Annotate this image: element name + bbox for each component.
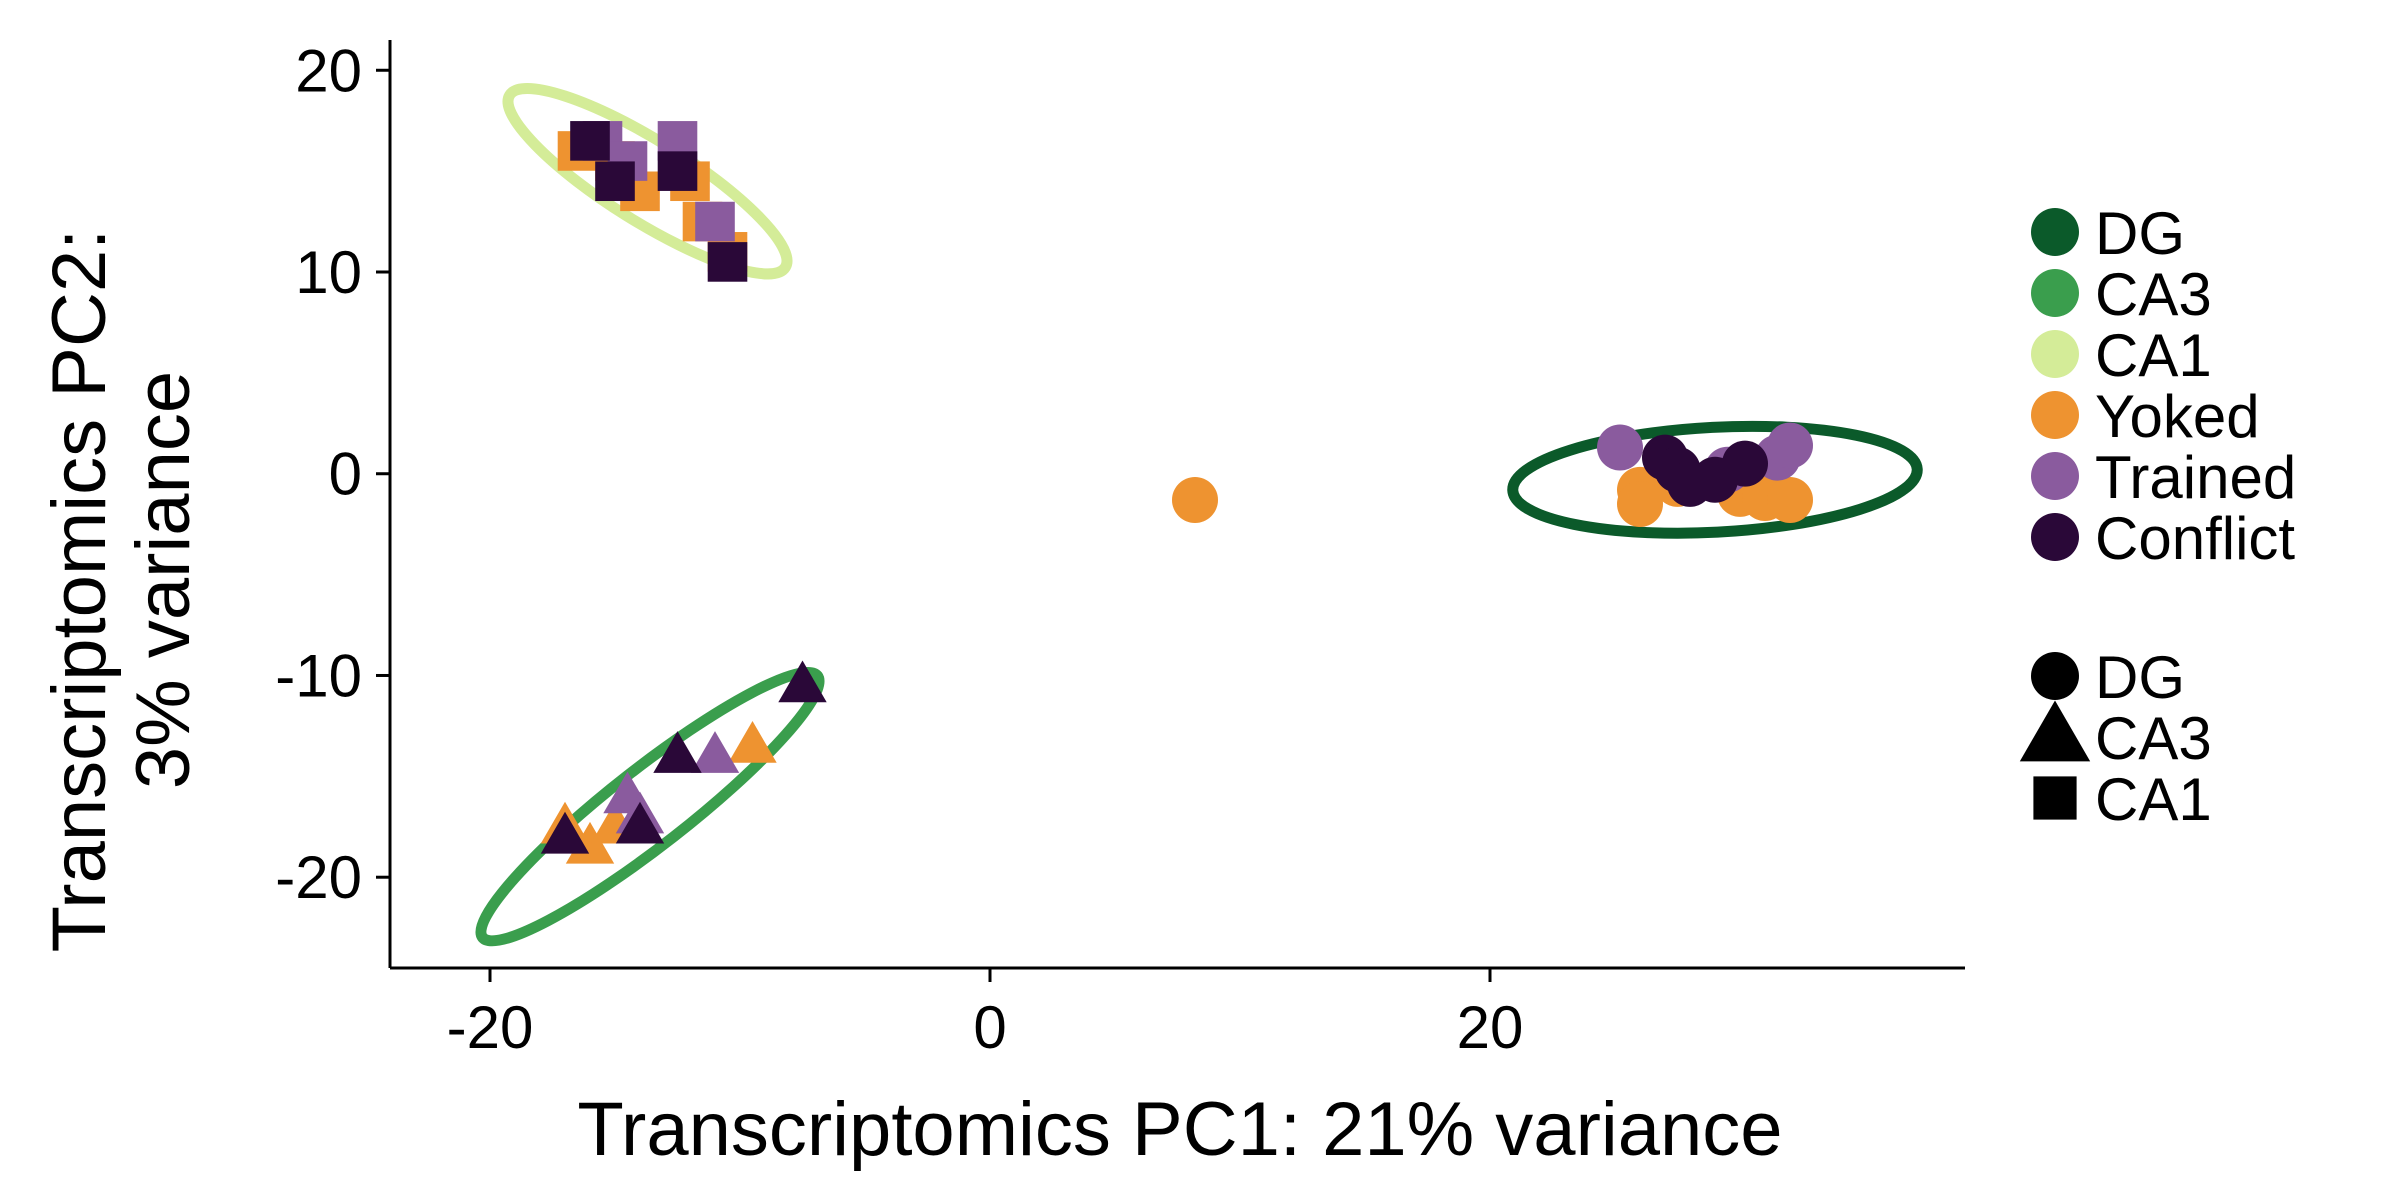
legend-color-swatch xyxy=(2031,269,2079,317)
y-tick-label: -20 xyxy=(275,844,362,911)
x-tick-label: 0 xyxy=(973,994,1006,1061)
x-ticks: -20 0 20 xyxy=(447,968,1524,1061)
data-point-ca3-conflict xyxy=(540,811,590,854)
data-point-ca3-conflict xyxy=(615,801,665,844)
x-tick-label: 20 xyxy=(1457,994,1524,1061)
legend-color-label: Trained xyxy=(2095,444,2296,511)
data-point-dg-yoked xyxy=(1767,476,1813,523)
legend-shape-label: CA1 xyxy=(2095,766,2212,833)
y-ticks: 20 10 0 -10 -20 xyxy=(275,37,390,911)
data-point-ca3-conflict xyxy=(653,731,702,773)
data-point-dg-yoked xyxy=(1172,476,1218,523)
legend-shape-label: DG xyxy=(2095,644,2185,711)
y-tick-label: 0 xyxy=(329,441,362,508)
legend-color-swatch xyxy=(2031,513,2079,561)
data-point-ca1-conflict xyxy=(707,242,748,282)
y-tick-label: 10 xyxy=(295,239,362,306)
data-point-ca1-conflict xyxy=(595,161,635,202)
data-point-ca1-trained xyxy=(695,201,735,242)
legend-color-label: Yoked xyxy=(2095,383,2260,450)
data-point-dg-trained xyxy=(1597,424,1643,471)
ellipse-dg xyxy=(1507,420,1923,539)
data-point-dg-conflict xyxy=(1722,440,1768,487)
data-point-ca3-conflict xyxy=(778,660,827,703)
data-point-dg-trained xyxy=(1767,422,1813,469)
y-tick-label: 20 xyxy=(295,37,362,104)
legend-color-label: CA1 xyxy=(2095,322,2212,389)
x-axis-title: Transcriptomics PC1: 21% variance xyxy=(577,1087,1782,1172)
x-tick-label: -20 xyxy=(447,994,534,1061)
data-point-dg-yoked xyxy=(1617,481,1663,527)
points-layer xyxy=(540,121,1813,864)
axes: -20 0 20 20 10 0 -10 -20 Transcriptomics PC1: … xyxy=(37,37,1965,1172)
y-axis-title: Transcriptomics PC2: 3% variance xyxy=(37,208,206,953)
y-tick-label: -10 xyxy=(275,642,362,709)
legend-color-swatch xyxy=(2031,452,2079,500)
legend-color-swatch xyxy=(2031,330,2079,378)
data-point-ca1-conflict xyxy=(570,121,610,161)
legend-color-label: Conflict xyxy=(2095,505,2295,572)
legend-color-swatch xyxy=(2031,208,2079,256)
legend-shape-swatch xyxy=(2019,700,2091,762)
data-point-ca1-conflict xyxy=(657,151,698,191)
legend-shape-swatch xyxy=(2031,652,2079,700)
data-point-ca3-trained xyxy=(690,731,740,773)
y-axis-title-line-1: Transcriptomics PC2: xyxy=(37,229,122,953)
legend-color-swatch xyxy=(2031,391,2079,439)
legend-shape-swatch xyxy=(2033,776,2077,820)
legend-color-label: CA3 xyxy=(2095,261,2212,328)
legend-color-label: DG xyxy=(2095,200,2185,267)
legend-shape-label: CA3 xyxy=(2095,705,2212,772)
y-axis-title-line-2: 3% variance xyxy=(121,371,206,789)
data-point-ca3-yoked xyxy=(728,721,777,763)
